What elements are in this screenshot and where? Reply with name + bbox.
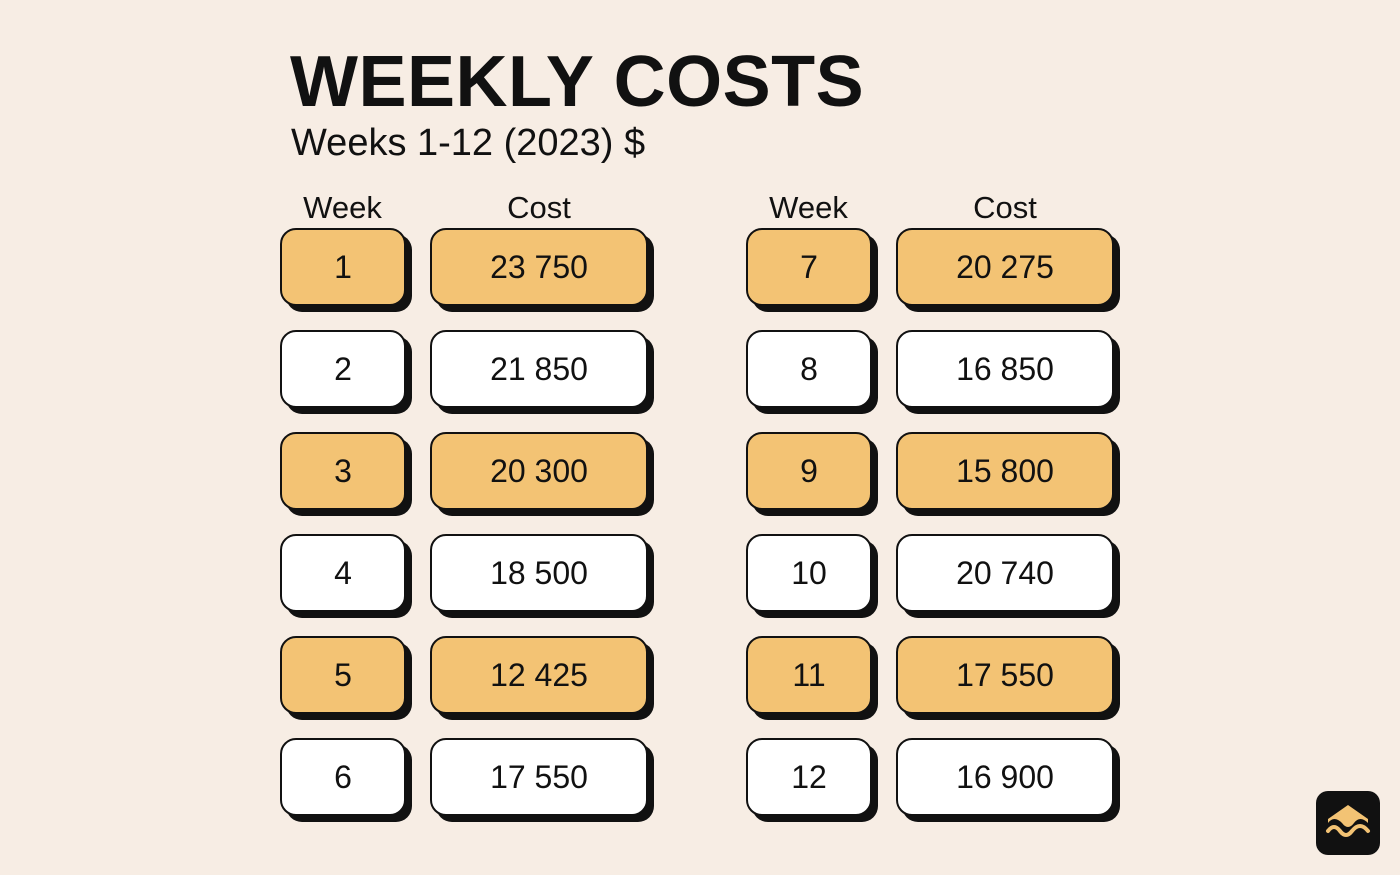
cost-cell: 21 850 <box>430 330 648 408</box>
table-row: 9 15 800 <box>746 432 1114 514</box>
table-row: 1 23 750 <box>280 228 648 310</box>
table-row: 5 12 425 <box>280 636 648 718</box>
table-row: 2 21 850 <box>280 330 648 412</box>
week-cell: 5 <box>280 636 406 714</box>
cost-cell: 17 550 <box>896 636 1114 714</box>
cost-cell: 20 300 <box>430 432 648 510</box>
cost-column-header: Cost <box>507 190 571 225</box>
cost-cell: 20 740 <box>896 534 1114 612</box>
week-cell: 2 <box>280 330 406 408</box>
week-cell: 4 <box>280 534 406 612</box>
table-row: 10 20 740 <box>746 534 1114 616</box>
table-row: 4 18 500 <box>280 534 648 616</box>
table-row: 8 16 850 <box>746 330 1114 412</box>
week-cell: 12 <box>746 738 872 816</box>
page-title: WEEKLY COSTS <box>290 42 865 122</box>
page-subtitle: Weeks 1-12 (2023) $ <box>291 122 646 164</box>
cost-cell: 18 500 <box>430 534 648 612</box>
table-row: 11 17 550 <box>746 636 1114 718</box>
week-cell: 1 <box>280 228 406 306</box>
table-row: 12 16 900 <box>746 738 1114 820</box>
cost-cell: 16 900 <box>896 738 1114 816</box>
cost-cell: 23 750 <box>430 228 648 306</box>
cost-cell: 12 425 <box>430 636 648 714</box>
week-cell: 9 <box>746 432 872 510</box>
week-cell: 7 <box>746 228 872 306</box>
table-row: 3 20 300 <box>280 432 648 514</box>
week-cell: 8 <box>746 330 872 408</box>
cost-column-header: Cost <box>973 190 1037 225</box>
cost-cell: 20 275 <box>896 228 1114 306</box>
wave-logo-icon <box>1316 791 1380 855</box>
cost-cell: 15 800 <box>896 432 1114 510</box>
week-column-header: Week <box>769 190 848 225</box>
week-cell: 11 <box>746 636 872 714</box>
cost-cell: 17 550 <box>430 738 648 816</box>
table-row: 7 20 275 <box>746 228 1114 310</box>
table-row: 6 17 550 <box>280 738 648 820</box>
week-cell: 3 <box>280 432 406 510</box>
week-cell: 10 <box>746 534 872 612</box>
cost-cell: 16 850 <box>896 330 1114 408</box>
week-column-header: Week <box>303 190 382 225</box>
week-cell: 6 <box>280 738 406 816</box>
